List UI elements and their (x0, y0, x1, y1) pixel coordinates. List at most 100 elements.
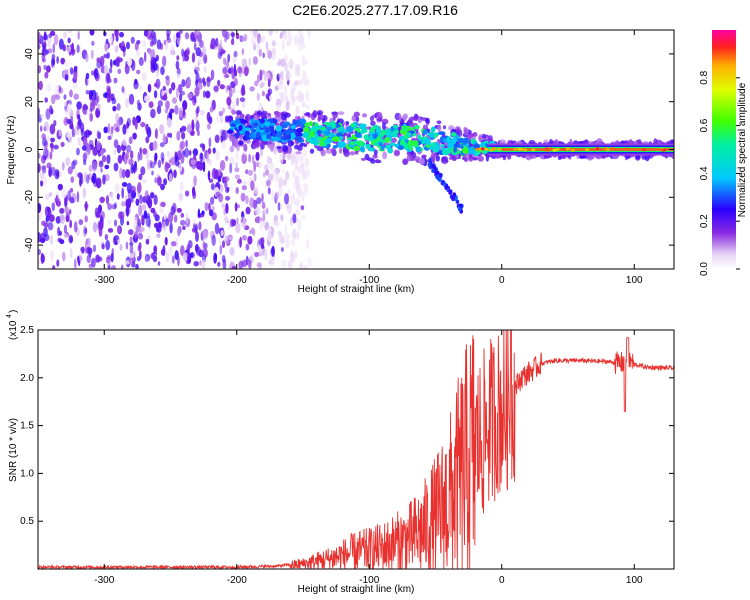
spectrogram-noise-cell (125, 241, 129, 250)
spectrogram-noise-cell (153, 194, 158, 206)
spectrogram-noise-cell (209, 44, 214, 50)
spectrogram-y-tick-label: 40 (24, 48, 35, 60)
spectrogram-noise-cell (222, 107, 226, 114)
spectrogram-noise-cell (274, 173, 279, 183)
spectrogram-noise-cell (77, 256, 80, 264)
spectrogram-noise-cell (116, 144, 121, 154)
spectrogram-noise-cell (114, 45, 119, 53)
spectrogram-noise-cell (63, 60, 70, 67)
spectrogram-noise-cell (299, 79, 303, 86)
spectrogram-noise-cell (51, 58, 54, 68)
spectrogram-noise-cell (140, 121, 146, 128)
snr-y-tick-label: 2.0 (20, 373, 34, 384)
spectrogram-noise-cell (254, 216, 260, 224)
spectrogram-signal-core (451, 132, 457, 137)
spectrogram-noise-cell (47, 37, 53, 43)
spectrogram-noise-cell (195, 120, 200, 132)
tone-peak (475, 147, 480, 151)
spectrogram-noise-cell (279, 76, 284, 85)
spectrogram-signal-core (439, 136, 445, 143)
spectrogram-noise-cell (234, 167, 240, 173)
colorbar-tick-label: 0.0 (699, 262, 710, 276)
spectrogram-signal-halo (227, 115, 233, 123)
spectrogram-signal-core (381, 139, 386, 144)
spectrogram-signal-tail (435, 170, 440, 175)
spectrogram-signal-halo (331, 111, 338, 115)
spectrogram-noise-cell (106, 154, 111, 164)
spectrogram-noise-cell (113, 162, 119, 172)
spectrogram-signal-core (296, 121, 302, 127)
spectrogram-signal-core (245, 127, 250, 131)
spectrogram-noise-cell (152, 140, 158, 151)
spectrogram-noise-cell (160, 183, 165, 191)
spectrogram-signal-core (282, 135, 288, 141)
spectrogram-noise-cell (278, 177, 283, 189)
spectrogram-noise-cell (117, 68, 122, 75)
spectrogram-noise-cell (234, 174, 240, 180)
spectrogram-noise-cell (284, 223, 288, 235)
spectrogram-noise-cell (126, 41, 130, 50)
spectrogram-signal-halo (382, 122, 386, 130)
spectrogram-noise-cell (48, 192, 53, 197)
spectrogram-noise-cell (185, 190, 190, 197)
spectrogram-noise-cell (76, 191, 80, 203)
spectrogram-noise-cell (104, 64, 109, 76)
spectrogram-noise-cell (230, 38, 235, 46)
spectrogram-noise-cell (280, 58, 286, 67)
spectrogram-noise-cell (80, 128, 84, 137)
spectrogram-signal-core (249, 133, 254, 139)
spectrogram-noise-cell (302, 183, 309, 191)
spectrogram-noise-cell (159, 206, 164, 214)
spectrogram-noise-cell (45, 193, 50, 201)
spectrogram-noise-cell (206, 151, 209, 163)
spectrogram-noise-cell (176, 73, 180, 79)
spectrogram-noise-cell (126, 221, 130, 226)
spectrogram-noise-cell (255, 151, 260, 161)
spectrogram-noise-cell (229, 145, 235, 153)
spectrogram-signal-halo (309, 148, 315, 154)
spectrogram-noise-cell (49, 151, 53, 160)
spectrogram-noise-cell (89, 112, 93, 122)
spectrogram-noise-cell (84, 200, 88, 212)
spectrogram-noise-cell (105, 240, 111, 251)
spectrogram-noise-cell (240, 192, 246, 202)
spectrogram-noise-cell (197, 60, 200, 67)
spectrogram-noise-cell (233, 77, 238, 87)
spectrogram-noise-cell (214, 222, 220, 235)
spectrogram-signal-halo (346, 121, 349, 125)
spectrogram-noise-cell (131, 261, 136, 268)
spectrogram-noise-cell (63, 224, 68, 235)
spectrogram-noise-cell (138, 173, 143, 181)
spectrogram-noise-cell (271, 47, 276, 55)
spectrogram-noise-cell (292, 95, 296, 103)
spectrogram-noise-cell (180, 219, 186, 226)
spectrogram-signal-halo (245, 113, 251, 122)
snr-line (38, 330, 674, 569)
spectrogram-noise-cell (92, 221, 98, 233)
snr-x-tick-label: -200 (227, 575, 247, 586)
snr-panel: -300 -200 -100 0 100 0.5 1.0 1.5 2.0 2.5 Height … (6, 310, 675, 595)
spectrogram-noise-cell (156, 69, 159, 78)
spectrogram-noise-cell (60, 215, 65, 225)
spectrogram-noise-cell (67, 131, 71, 141)
spectrogram-noise-cell (116, 103, 121, 111)
spectrogram-signal-halo (402, 113, 408, 119)
spectrogram-noise-cell (180, 212, 185, 218)
spectrogram-noise-cell (214, 134, 220, 144)
spectrogram-noise-cell (177, 227, 181, 237)
spectrogram-noise-cell (204, 202, 209, 212)
spectrogram-signal-halo (415, 114, 419, 120)
spectrogram-noise-cell (247, 235, 253, 245)
spectrogram-noise-cell (38, 31, 41, 41)
spectrogram-noise-cell (73, 93, 80, 100)
spectrogram-signal-core (409, 145, 413, 150)
tone-peak (523, 148, 528, 152)
spectrogram-noise-cell (70, 47, 75, 56)
spectrogram-noise-cell (217, 261, 221, 267)
spectrogram-noise-cell (186, 47, 190, 56)
tone-peak (480, 147, 485, 151)
spectrogram-noise-cell (182, 225, 186, 231)
spectrogram-signal-core (239, 129, 244, 135)
spectrogram-noise-cell (285, 100, 290, 112)
tone-peak (489, 148, 494, 152)
